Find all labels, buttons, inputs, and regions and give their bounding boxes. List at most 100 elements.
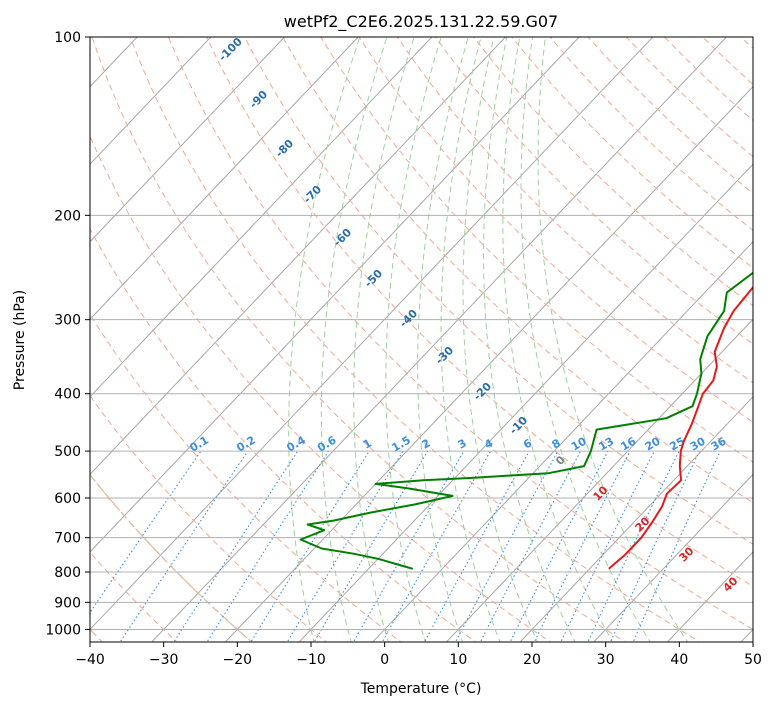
x-tick-label: 50 <box>744 652 762 668</box>
isotherm-line <box>593 473 753 642</box>
isotherm-line <box>90 37 212 165</box>
dry-adiabat-line <box>282 37 753 504</box>
isotherm-label: -80 <box>273 137 296 160</box>
dry-adiabat-line <box>206 37 753 587</box>
isotherm-label: -40 <box>397 307 420 330</box>
mixing-ratio-line <box>173 450 299 642</box>
dry-adiabat-line <box>244 37 753 545</box>
isotherm-label: 30 <box>677 544 697 564</box>
chart-title: wetPf2_C2E6.2025.131.22.59.G07 <box>284 12 558 32</box>
dry-adiabat-line <box>434 37 753 345</box>
moist-adiabat-line <box>502 37 614 642</box>
dry-adiabat-line <box>740 37 753 50</box>
x-axis-label: Temperature (°C) <box>360 681 482 697</box>
isotherm-label: -60 <box>331 226 354 249</box>
x-tick-label: −10 <box>296 652 326 668</box>
mixing-ratio-line <box>609 450 701 642</box>
mixing-ratio-line <box>250 450 370 642</box>
x-tick-label: 0 <box>380 652 389 668</box>
y-axis-label: Pressure (hPa) <box>12 290 28 390</box>
moist-adiabat-line <box>462 37 539 642</box>
plot-frame <box>89 36 754 643</box>
y-axis-ticks: 100 200 300 400 500 600 700 800 900 1000 <box>45 30 90 638</box>
isotherm-label: -30 <box>433 344 456 367</box>
isotherm-line <box>740 628 753 642</box>
y-tick-label: 600 <box>54 491 81 507</box>
mixing-ratio-line <box>479 450 582 642</box>
isotherm-line <box>90 37 654 631</box>
y-tick-label: 800 <box>54 565 81 581</box>
x-tick-label: −20 <box>223 652 253 668</box>
mixing-ratio-line <box>587 450 680 642</box>
dry-adiabat-line <box>90 473 253 642</box>
dry-adiabat-line <box>473 37 753 307</box>
dry-adiabat-line <box>320 37 753 463</box>
dry-adiabat-line <box>549 37 753 232</box>
dry-adiabat-line <box>90 394 328 642</box>
y-tick-label: 200 <box>54 208 81 224</box>
mixing-ratio-line <box>119 450 249 642</box>
isotherm-line <box>519 396 753 642</box>
profile-series-line <box>608 285 753 570</box>
mixing-ratio-line <box>560 450 655 642</box>
moist-adiabat-line <box>537 37 689 642</box>
isotherm-label: 10 <box>591 483 611 503</box>
moist-adiabat-line <box>520 37 651 642</box>
dry-adiabat-line <box>90 313 402 642</box>
x-tick-label: 20 <box>523 652 541 668</box>
isotherm-line <box>90 37 507 476</box>
isotherm-label: 0 <box>553 453 568 468</box>
mixing-ratio-line <box>509 450 609 642</box>
mixing-ratio-line <box>313 450 429 642</box>
x-axis-ticks: −40 −30 −20 −10 0 10 20 30 40 50 <box>75 642 762 668</box>
isotherm-line <box>90 37 359 320</box>
dry-adiabat-line <box>358 37 753 423</box>
y-tick-label: 700 <box>54 531 81 547</box>
mixing-ratio-line <box>632 450 721 642</box>
isotherm-line <box>90 37 286 243</box>
isotherm-label: -10 <box>507 414 530 437</box>
isotherm-line <box>298 163 753 642</box>
mixing-ratio-label: 2 <box>419 437 432 452</box>
x-tick-label: −30 <box>149 652 179 668</box>
background-lines <box>0 24 753 645</box>
dry-adiabat-line <box>90 473 253 642</box>
dry-adiabat-line <box>90 135 552 642</box>
pressure-gridlines <box>90 37 753 630</box>
mixing-ratio-label: 3 <box>456 437 469 452</box>
x-tick-label: 40 <box>670 652 688 668</box>
isotherm-label: -50 <box>362 267 385 290</box>
line-labels: 0.1 0.2 0.4 0.6 1 1.5 2 3 4 6 8 10 13 16 20 25 30 36-100-… <box>188 35 741 595</box>
isotherm-label: -90 <box>247 88 270 111</box>
dry-adiabat-line <box>90 227 477 642</box>
isotherm-line <box>90 37 580 553</box>
isotherm-label: -70 <box>301 183 324 206</box>
isotherm-line <box>0 24 2 645</box>
dry-adiabat-line <box>129 37 701 642</box>
isotherm-label: -100 <box>216 35 245 64</box>
profile-series-line <box>299 270 753 570</box>
series-lines <box>299 270 753 570</box>
isotherm-label: -20 <box>471 380 494 403</box>
y-tick-label: 400 <box>54 387 81 403</box>
y-tick-label: 1000 <box>45 622 81 638</box>
y-tick-label: 900 <box>54 595 81 611</box>
mixing-ratio-line <box>206 450 330 642</box>
mixing-ratio-line <box>90 450 202 614</box>
mixing-ratio-line <box>352 450 465 642</box>
x-tick-label: 10 <box>449 652 467 668</box>
moist-adiabat-line <box>385 37 442 642</box>
mixing-ratio-line <box>454 450 559 642</box>
isotherm-line <box>90 37 433 398</box>
x-tick-label: −40 <box>75 652 105 668</box>
mixing-ratio-label: 4 <box>482 436 495 451</box>
x-tick-label: 30 <box>597 652 615 668</box>
y-tick-label: 100 <box>54 30 81 46</box>
mixing-ratio-line <box>533 450 631 642</box>
isotherm-line <box>372 241 753 642</box>
y-tick-label: 300 <box>54 313 81 329</box>
isotherm-line <box>151 37 728 642</box>
isotherm-line <box>224 85 753 642</box>
y-tick-label: 500 <box>54 444 81 460</box>
